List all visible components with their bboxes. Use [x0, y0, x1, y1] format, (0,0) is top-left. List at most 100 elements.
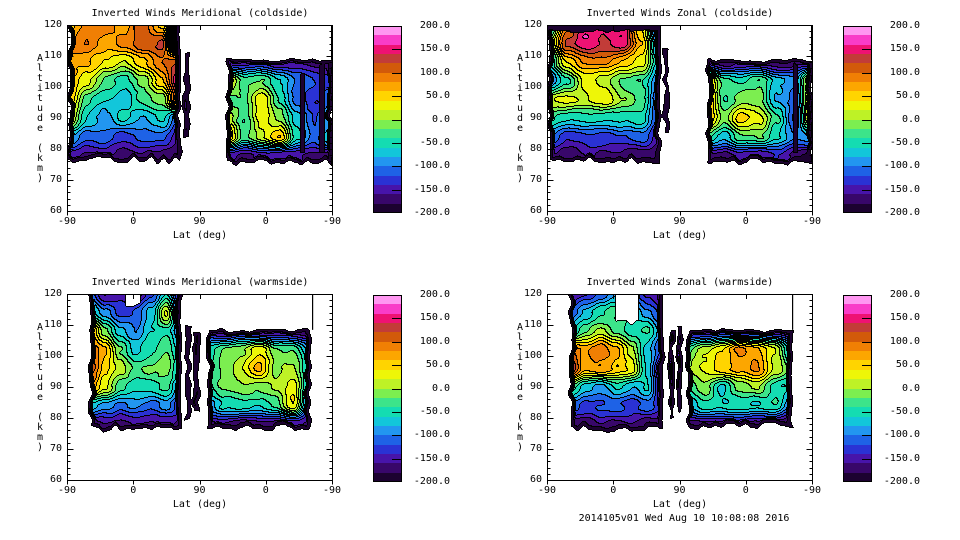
panel4-title: Inverted Winds Zonal (warmside): [586, 277, 774, 288]
colorbar3-tick-label: 150.0: [419, 312, 450, 324]
colorbar1-tick-label: 100.0: [419, 66, 450, 78]
panel3-title: Inverted Winds Meridional (warmside): [91, 277, 309, 288]
colorbar4-canvas: [843, 295, 872, 482]
colorbar2-tick-label: 150.0: [889, 43, 920, 55]
panel3-y-tick-label: 80: [49, 412, 62, 423]
panel4-plot-canvas: [539, 290, 821, 489]
panel4-x-tick-label: 0: [742, 485, 749, 496]
panel3-y-axis-label: A l t i t u d e ( k m ): [36, 321, 44, 453]
panel1-y-tick-label: 60: [49, 205, 62, 216]
panel1-y-axis-label: A l t i t u d e ( k m ): [36, 52, 44, 184]
colorbar3-tick-label: 200.0: [419, 289, 450, 300]
colorbar1-canvas: [373, 26, 402, 213]
panel1-x-tick-label: 0: [130, 216, 137, 227]
panel2-y-tick-label: 110: [523, 50, 542, 61]
panel4-y-tick-label: 70: [529, 443, 542, 454]
panel4-y-tick-label: 120: [523, 288, 542, 299]
colorbar3-canvas: [373, 295, 402, 482]
panel4-y-tick-label: 110: [523, 319, 542, 330]
panel2-plot-canvas: [539, 21, 821, 220]
panel2-x-axis-label: Lat (deg): [652, 230, 708, 241]
panel4-y-tick-label: 90: [529, 381, 542, 392]
panel3-y-tick-label: 100: [43, 350, 62, 361]
colorbar4-tick-label: -150.0: [883, 452, 920, 464]
colorbar4-tick-label: -200.0: [883, 476, 920, 487]
colorbar1-tick-label: 200.0: [419, 20, 450, 31]
colorbar3-tick-label: 100.0: [419, 335, 450, 347]
panel1-y-tick-label: 110: [43, 50, 62, 61]
colorbar2-tick-label: 0.0: [901, 113, 920, 125]
colorbar2-canvas: [843, 26, 872, 213]
colorbar2-tick-label: -50.0: [889, 136, 920, 148]
panel2-title: Inverted Winds Zonal (coldside): [586, 8, 774, 19]
panel1-y-tick-label: 120: [43, 19, 62, 30]
panel2-y-tick-label: 80: [529, 143, 542, 154]
panel4-x-tick-label: 90: [673, 485, 686, 496]
colorbar4-tick-label: 200.0: [889, 289, 920, 300]
colorbar1-tick-label: 50.0: [425, 90, 450, 102]
panel2-y-tick-label: 90: [529, 112, 542, 123]
colorbar4-tick-label: 100.0: [889, 335, 920, 347]
panel4-x-tick-label: -90: [537, 485, 557, 496]
panel1-y-tick-label: 90: [49, 112, 62, 123]
panel3-y-tick-label: 120: [43, 288, 62, 299]
panel1-y-tick-label: 100: [43, 81, 62, 92]
panel4-y-tick-label: 80: [529, 412, 542, 423]
colorbar2-tick-label: -150.0: [883, 183, 920, 195]
colorbar4-tick-label: 0.0: [901, 382, 920, 394]
panel3-y-tick-label: 90: [49, 381, 62, 392]
panel3-y-tick-label: 70: [49, 443, 62, 454]
colorbar1-tick-label: -150.0: [413, 183, 450, 195]
panel4-x-axis-label: Lat (deg): [652, 499, 708, 510]
colorbar4-tick-label: 150.0: [889, 312, 920, 324]
panel2-y-tick-label: 100: [523, 81, 542, 92]
panel3-x-tick-label: -90: [57, 485, 77, 496]
panel2-x-tick-label: 90: [673, 216, 686, 227]
colorbar4-tick-label: -50.0: [889, 405, 920, 417]
panel2-y-tick-label: 120: [523, 19, 542, 30]
colorbar3-tick-label: -100.0: [413, 429, 450, 441]
panel1-title: Inverted Winds Meridional (coldside): [91, 8, 309, 19]
panel1-plot-canvas: [59, 21, 341, 220]
panel1-x-axis-label: Lat (deg): [172, 230, 228, 241]
panel2-x-tick-label: 0: [742, 216, 749, 227]
panel3-x-tick-label: -90: [322, 485, 342, 496]
panel3-x-tick-label: 0: [262, 485, 269, 496]
panel1-y-tick-label: 70: [49, 174, 62, 185]
panel2-y-tick-label: 60: [529, 205, 542, 216]
colorbar3-tick-label: -50.0: [419, 405, 450, 417]
colorbar1-tick-label: 150.0: [419, 43, 450, 55]
panel4-x-tick-label: -90: [802, 485, 822, 496]
panel2-x-tick-label: -90: [537, 216, 557, 227]
panel3-x-tick-label: 0: [130, 485, 137, 496]
colorbar2-tick-label: 100.0: [889, 66, 920, 78]
colorbar3-tick-label: 0.0: [431, 382, 450, 394]
colorbar2-tick-label: -100.0: [883, 160, 920, 172]
panel4-y-tick-label: 100: [523, 350, 542, 361]
panel2-y-tick-label: 70: [529, 174, 542, 185]
panel1-x-tick-label: -90: [322, 216, 342, 227]
panel1-x-tick-label: 90: [193, 216, 206, 227]
colorbar2-tick-label: 200.0: [889, 20, 920, 31]
colorbar2-tick-label: -200.0: [883, 207, 920, 218]
colorbar2-tick-label: 50.0: [895, 90, 920, 102]
panel2-y-axis-label: A l t i t u d e ( k m ): [516, 52, 524, 184]
timestamp-label: 2014105v01 Wed Aug 10 10:08:08 2016: [578, 513, 790, 524]
colorbar1-tick-label: -100.0: [413, 160, 450, 172]
colorbar1-tick-label: -50.0: [419, 136, 450, 148]
panel4-y-axis-label: A l t i t u d e ( k m ): [516, 321, 524, 453]
colorbar4-tick-label: 50.0: [895, 359, 920, 371]
colorbar3-tick-label: -150.0: [413, 452, 450, 464]
colorbar3-tick-label: -200.0: [413, 476, 450, 487]
panel1-x-tick-label: 0: [262, 216, 269, 227]
panel2-x-tick-label: 0: [610, 216, 617, 227]
panel3-y-tick-label: 60: [49, 474, 62, 485]
panel3-x-tick-label: 90: [193, 485, 206, 496]
colorbar1-tick-label: 0.0: [431, 113, 450, 125]
panel4-y-tick-label: 60: [529, 474, 542, 485]
panel3-x-axis-label: Lat (deg): [172, 499, 228, 510]
panel1-y-tick-label: 80: [49, 143, 62, 154]
panel2-x-tick-label: -90: [802, 216, 822, 227]
panel3-plot-canvas: [59, 290, 341, 489]
